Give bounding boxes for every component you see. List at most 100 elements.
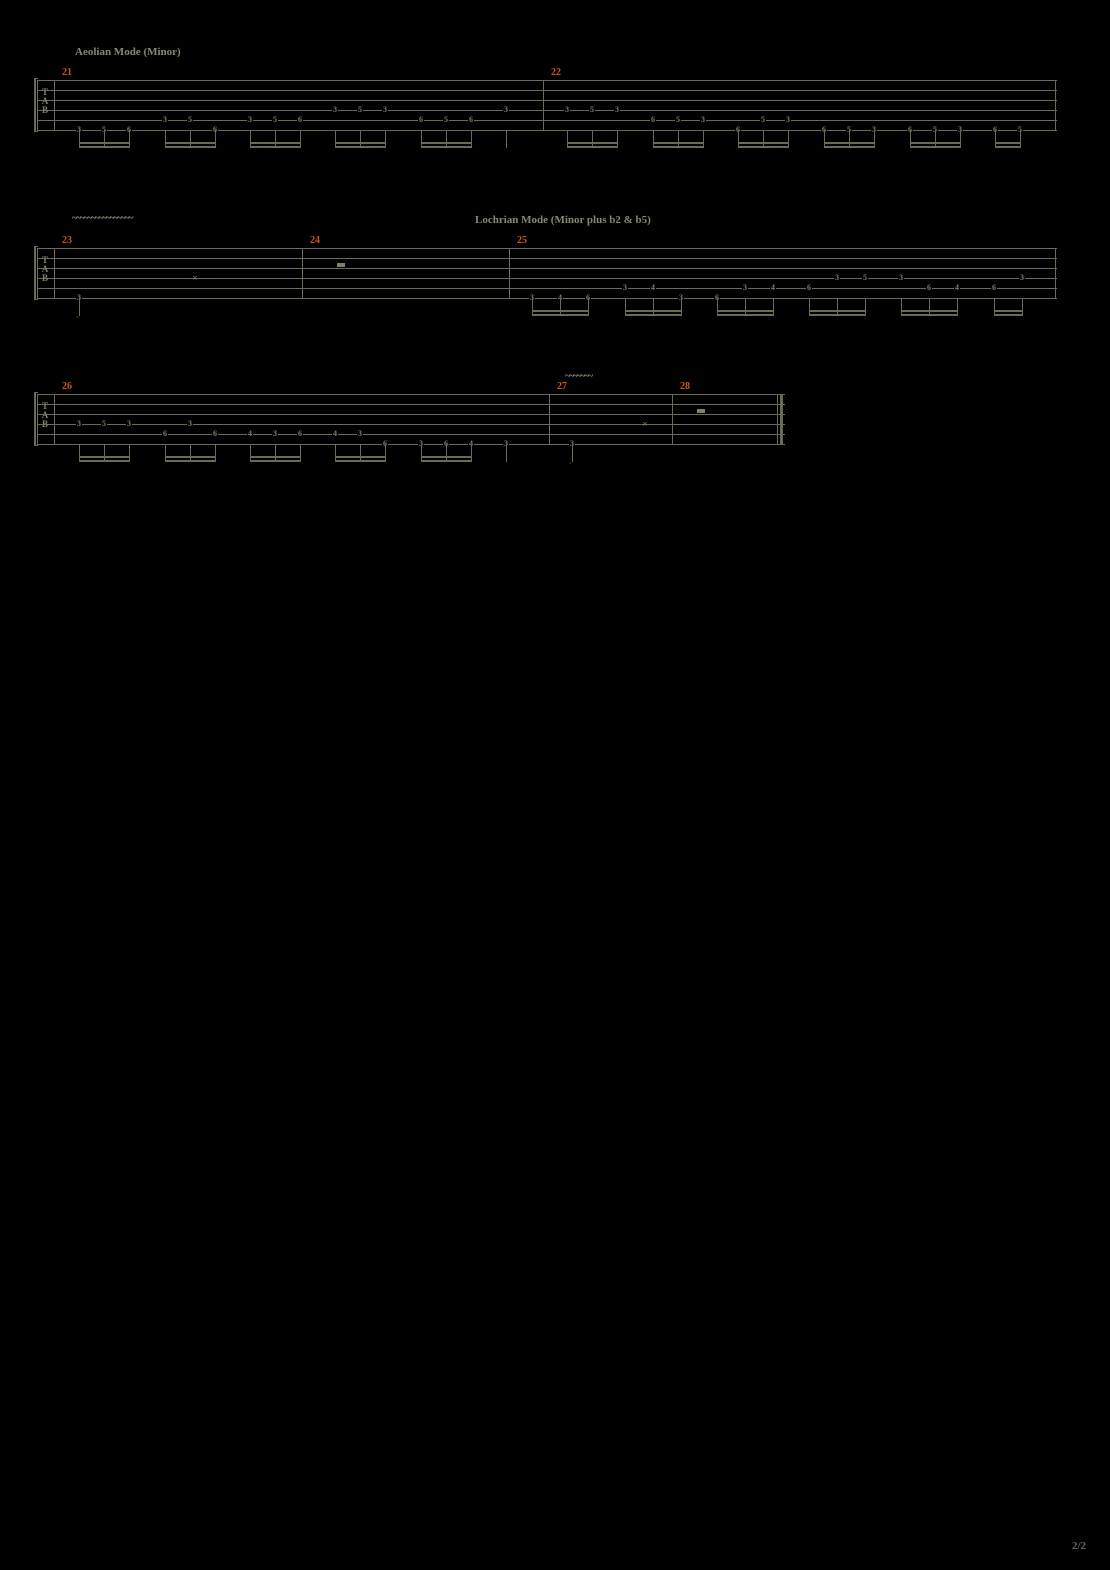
beam (421, 142, 472, 144)
fret-number: 5 (272, 116, 278, 124)
tab-clef: TAB (39, 256, 51, 283)
fret-number: 6 (650, 116, 656, 124)
beam (901, 310, 958, 312)
beam (717, 314, 774, 316)
beam (250, 142, 301, 144)
beam (421, 146, 472, 148)
fret-number: 6 (991, 284, 997, 292)
bar-number: 25 (517, 235, 527, 246)
fret-number: 4 (954, 284, 960, 292)
barline (302, 248, 303, 298)
fret-number: 3 (357, 430, 363, 438)
staff-line (37, 288, 1057, 289)
fret-number: 3 (162, 116, 168, 124)
beam (994, 314, 1023, 316)
vibrato-mark: ~~~~~~~ (565, 370, 625, 382)
beam (738, 142, 789, 144)
staff-line (37, 248, 1057, 249)
barline (543, 80, 544, 130)
fret-number: 5 (357, 106, 363, 114)
beam (567, 146, 618, 148)
beam (738, 146, 789, 148)
fret-number: 5 (443, 116, 449, 124)
fret-number: 5 (760, 116, 766, 124)
bar-number: 23 (62, 235, 72, 246)
fret-number: 5 (187, 116, 193, 124)
beam (625, 310, 682, 312)
fret-number: 3 (332, 106, 338, 114)
beam (79, 146, 130, 148)
staff-line (37, 90, 1057, 91)
fret-number: 5 (675, 116, 681, 124)
beam (809, 314, 866, 316)
fret-number: 5 (589, 106, 595, 114)
fret-number: 3 (614, 106, 620, 114)
bar-number: 27 (557, 381, 567, 392)
fret-number: 3 (126, 420, 132, 428)
beam (824, 146, 875, 148)
beam (165, 142, 216, 144)
fret-number: 3 (503, 106, 509, 114)
beam (250, 456, 301, 458)
tab-clef: TAB (39, 88, 51, 115)
fret-number: 3 (742, 284, 748, 292)
fret-number: 6 (297, 116, 303, 124)
staff-line (37, 80, 1057, 81)
beam (717, 310, 774, 312)
beam (910, 142, 961, 144)
final-barline (777, 394, 783, 444)
fret-number: 6 (212, 430, 218, 438)
beam (994, 310, 1023, 312)
barline (672, 394, 673, 444)
note-stem (79, 298, 80, 316)
beam (79, 456, 130, 458)
page-number: 2/2 (1072, 1540, 1086, 1552)
fret-number: 6 (297, 430, 303, 438)
beam (250, 460, 301, 462)
fret-number: 3 (187, 420, 193, 428)
fret-number: 5 (862, 274, 868, 282)
fret-number: 3 (1019, 274, 1025, 282)
fret-number: 6 (468, 116, 474, 124)
fret-number: 6 (162, 430, 168, 438)
staff-line (37, 100, 1057, 101)
vibrato-mark: ~~~~~~~~~~~~~~~~ (72, 212, 207, 224)
note-stem (506, 130, 507, 148)
bar-number: 21 (62, 67, 72, 78)
barline (509, 248, 510, 298)
beam (165, 146, 216, 148)
barline (54, 80, 55, 130)
note-stem (506, 444, 507, 462)
beam (653, 142, 704, 144)
fret-number: 3 (700, 116, 706, 124)
beam (165, 460, 216, 462)
note-stem (572, 444, 573, 462)
tab-system: TAB2122356356356353656335365365365365365 (37, 70, 1057, 160)
beam (567, 142, 618, 144)
staff-line (37, 298, 1057, 299)
beam (910, 146, 961, 148)
tab-system: TAB232425~~~~~~~~~~~~~~~~◦×3346343634635… (37, 238, 1057, 328)
beam (79, 460, 130, 462)
fret-number: 6 (926, 284, 932, 292)
bar-number: 22 (551, 67, 561, 78)
fret-number: 4 (247, 430, 253, 438)
ghost-note: × (192, 273, 197, 283)
beam (824, 142, 875, 144)
barline (54, 394, 55, 444)
beam (653, 146, 704, 148)
fret-number: 3 (785, 116, 791, 124)
beam (335, 460, 386, 462)
beam (532, 310, 589, 312)
beam (532, 314, 589, 316)
fret-number: 6 (806, 284, 812, 292)
fret-number: 3 (622, 284, 628, 292)
barline (549, 394, 550, 444)
fret-number: 3 (834, 274, 840, 282)
beam (625, 314, 682, 316)
fret-number: 4 (650, 284, 656, 292)
barline (37, 248, 38, 298)
beam (421, 456, 472, 458)
staff-line (37, 268, 1057, 269)
barline (37, 394, 38, 444)
